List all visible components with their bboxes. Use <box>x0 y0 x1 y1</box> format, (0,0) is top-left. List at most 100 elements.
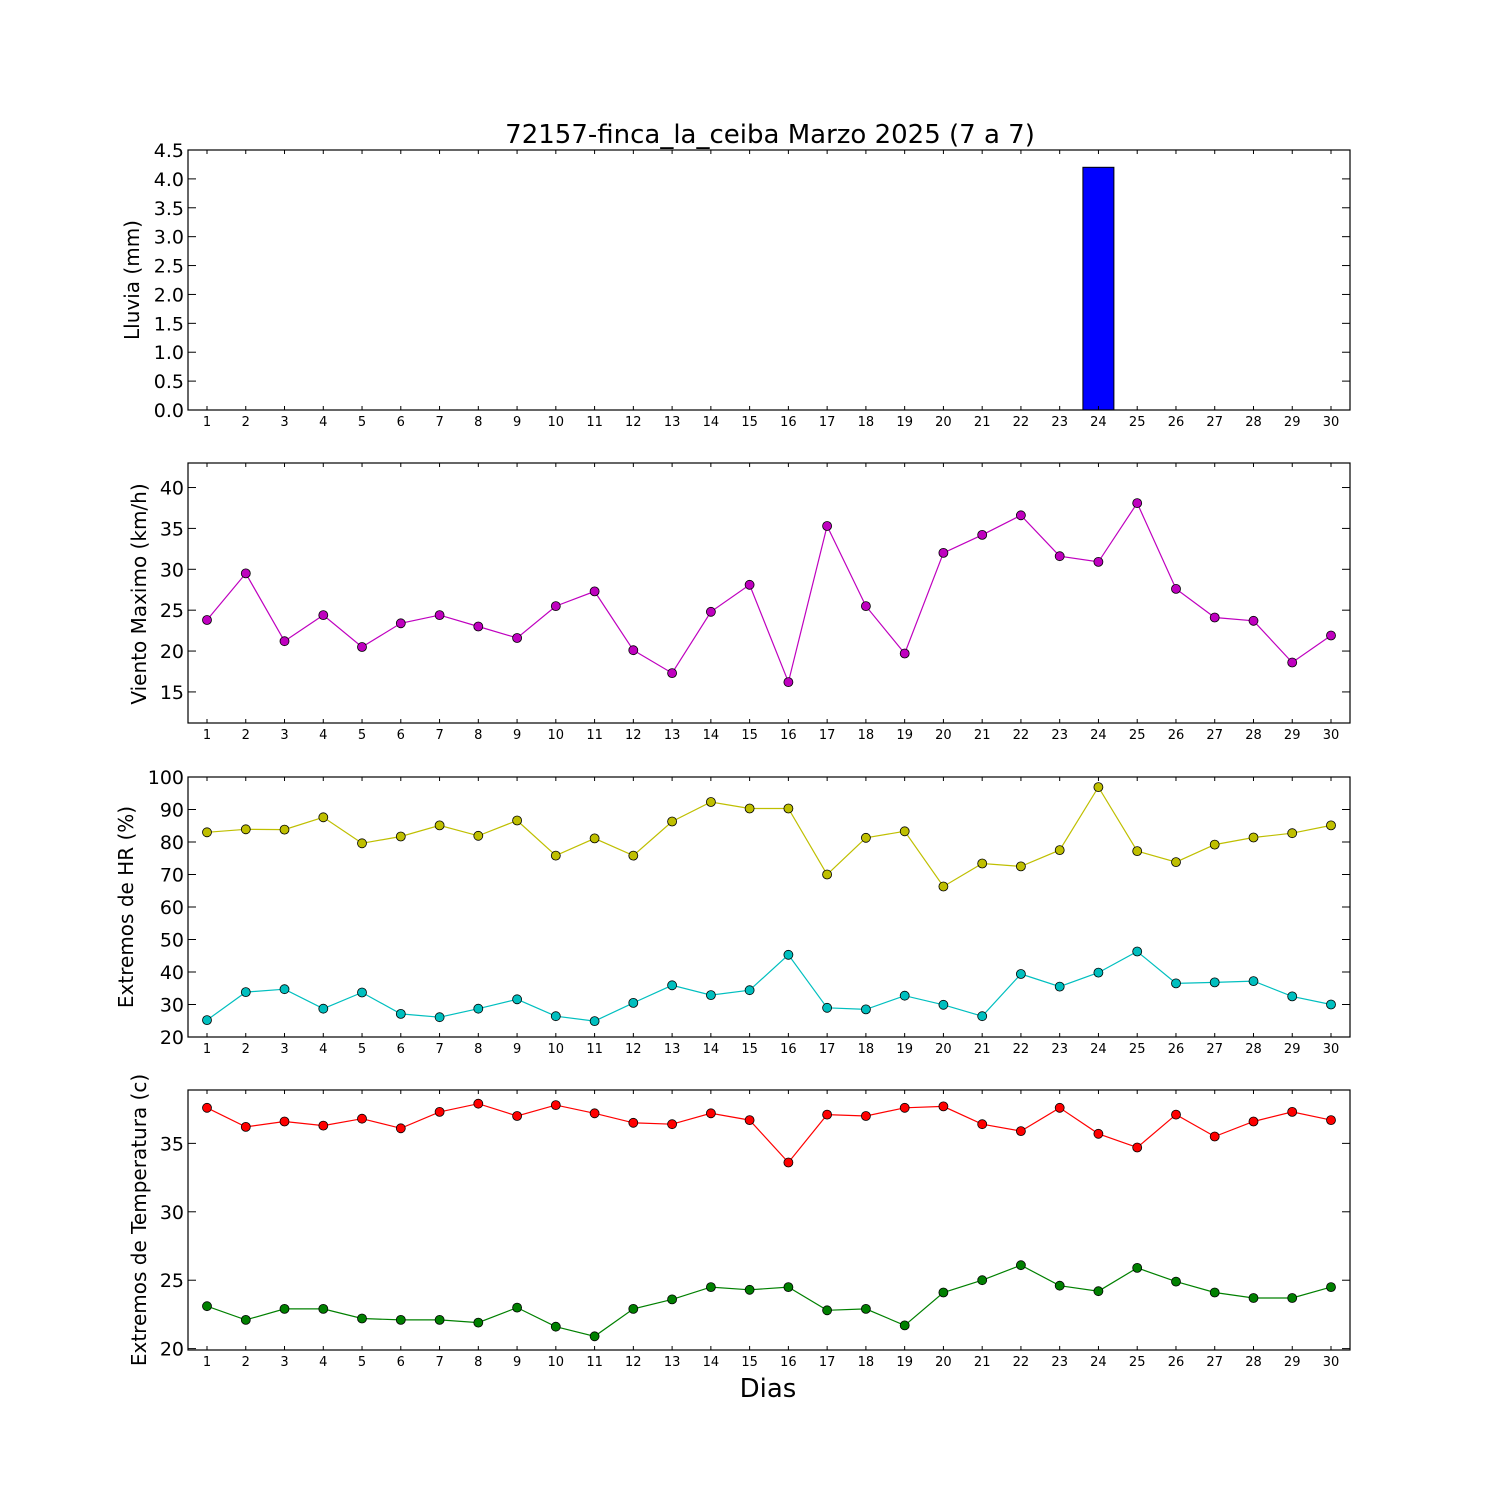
wind-axes-frame <box>187 462 1351 724</box>
temperature-data-point <box>279 1116 290 1127</box>
temperature-data-point <box>706 1108 716 1119</box>
temperature-x-tick-label: 28 <box>1245 1355 1262 1370</box>
rain-x-tick-label: 15 <box>741 415 758 430</box>
humidity-x-tick-label: 7 <box>435 1042 443 1057</box>
rain-x-tick-label: 1 <box>203 415 211 430</box>
humidity-data-point <box>202 1015 212 1025</box>
humidity-x-tick-label: 3 <box>280 1042 288 1057</box>
temperature-y-tick-label: 35 <box>160 1133 184 1155</box>
wind-x-tick-label: 6 <box>397 728 405 743</box>
humidity-data-point <box>395 831 406 842</box>
wind-x-tick-label: 16 <box>780 728 797 743</box>
humidity-data-point <box>744 985 755 996</box>
humidity-data-point <box>1248 976 1259 986</box>
temperature-data-point <box>706 1282 716 1292</box>
humidity-data-point <box>938 999 949 1010</box>
temperature-x-tick-label: 26 <box>1168 1355 1185 1370</box>
wind-data-point <box>395 618 406 629</box>
wind-data-point <box>512 633 522 643</box>
temperature-data-point <box>1054 1280 1065 1291</box>
rain-x-tick-label: 25 <box>1129 415 1146 430</box>
rain-x-tick-label: 20 <box>935 415 952 430</box>
wind-y-tick-label: 30 <box>160 559 184 581</box>
temperature-data-point <box>202 1102 212 1113</box>
humidity-data-point <box>783 803 794 814</box>
humidity-x-tick-label: 23 <box>1051 1042 1068 1057</box>
rain-x-tick-label: 21 <box>974 415 991 430</box>
wind-x-tick-label: 26 <box>1168 728 1185 743</box>
rain-ylabel: Lluvia (mm) <box>120 220 144 340</box>
rain-x-tick-label: 11 <box>586 415 603 430</box>
humidity-data-point <box>473 1003 484 1014</box>
wind-x-tick-label: 29 <box>1284 728 1301 743</box>
temperature-data-point <box>628 1117 639 1128</box>
humidity-x-tick-label: 16 <box>780 1042 797 1057</box>
wind-data-point <box>357 642 367 652</box>
wind-x-tick-label: 4 <box>319 728 327 743</box>
wind-x-tick-label: 30 <box>1323 728 1340 743</box>
humidity-x-tick-label: 10 <box>548 1042 565 1057</box>
humidity-data-point <box>1248 832 1259 843</box>
temperature-data-point <box>240 1122 251 1132</box>
wind-x-tick-label: 23 <box>1051 728 1068 743</box>
humidity-x-tick-label: 20 <box>935 1042 952 1057</box>
humidity-data-point <box>1016 861 1026 872</box>
humidity-data-point <box>318 1003 329 1014</box>
temperature-x-tick-label: 19 <box>896 1355 913 1370</box>
temperature-data-point <box>1171 1276 1181 1287</box>
temperature-data-point <box>550 1321 561 1332</box>
humidity-x-tick-label: 2 <box>242 1042 250 1057</box>
temperature-data-point <box>434 1107 445 1117</box>
humidity-y-tick-label: 80 <box>160 832 184 854</box>
humidity-data-point <box>1171 978 1181 989</box>
temperature-x-tick-label: 1 <box>203 1355 211 1370</box>
wind-x-tick-label: 11 <box>586 728 603 743</box>
rain-x-tick-label: 19 <box>896 415 913 430</box>
wind-data-point <box>589 586 600 597</box>
humidity-data-point <box>1093 967 1104 978</box>
wind-y-tick-label: 25 <box>160 600 184 622</box>
wind-data-point <box>1132 498 1143 509</box>
temperature-x-tick-label: 24 <box>1090 1355 1107 1370</box>
rain-y-tick-label: 4.0 <box>154 169 184 191</box>
wind-x-tick-label: 13 <box>664 728 681 743</box>
rain-x-tick-label: 3 <box>280 415 288 430</box>
temperature-y-tick-label: 20 <box>160 1339 184 1361</box>
temperature-data-point <box>977 1275 988 1286</box>
wind-x-tick-label: 25 <box>1129 728 1146 743</box>
temperature-data-point <box>1132 1263 1143 1273</box>
humidity-data-point <box>1287 828 1298 839</box>
humidity-data-point <box>279 824 290 835</box>
wind-x-tick-label: 1 <box>203 728 211 743</box>
temperature-x-tick-label: 20 <box>935 1355 952 1370</box>
temperature-data-point <box>1248 1293 1259 1303</box>
temperature-data-point <box>550 1100 561 1110</box>
wind-ylabel: Viento Maximo (km/h) <box>127 483 151 704</box>
temperature-series-line <box>206 1103 1332 1164</box>
humidity-data-point <box>744 803 755 814</box>
temperature-data-point <box>1016 1260 1026 1271</box>
wind-x-tick-label: 28 <box>1245 728 1262 743</box>
temperature-data-point <box>512 1302 522 1313</box>
temperature-x-tick-label: 21 <box>974 1355 991 1370</box>
rain-bar <box>1082 166 1115 411</box>
wind-panel: 1 2 3 4 5 6 7 8 9 10 11 12 13 14 15 16 17 18 19 20 21 22 23 24 2… <box>127 462 1351 743</box>
temperature-x-tick-label: 12 <box>625 1355 642 1370</box>
temperature-data-point <box>744 1284 755 1295</box>
temperature-data-point <box>1093 1128 1104 1139</box>
rain-x-tick-label: 28 <box>1245 415 1262 430</box>
temperature-x-tick-label: 30 <box>1323 1355 1340 1370</box>
rain-x-tick-label: 27 <box>1206 415 1223 430</box>
wind-data-point <box>628 645 639 656</box>
temperature-data-point <box>473 1317 484 1328</box>
humidity-data-point <box>822 1002 832 1013</box>
humidity-data-point <box>240 824 251 835</box>
x-axis-label: Dias <box>740 1374 797 1404</box>
wind-x-tick-label: 14 <box>703 728 720 743</box>
humidity-y-tick-label: 40 <box>160 962 184 984</box>
rain-x-tick-label: 4 <box>319 415 327 430</box>
temperature-data-point <box>473 1098 484 1109</box>
rain-x-tick-label: 13 <box>664 415 681 430</box>
humidity-x-tick-label: 28 <box>1245 1042 1262 1057</box>
